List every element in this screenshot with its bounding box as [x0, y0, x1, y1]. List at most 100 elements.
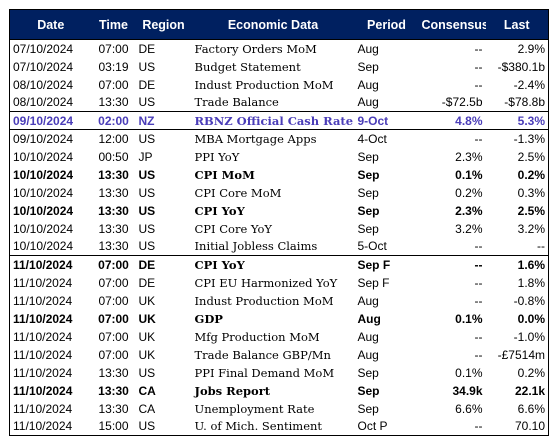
cell-period: Sep [357, 185, 379, 200]
cell-time: 13:30 [98, 221, 129, 236]
header-consensus: Consensus [418, 9, 486, 40]
header-period: Period [354, 9, 419, 40]
cell-last: 6.6% [517, 401, 545, 416]
cell-date: 11/10/2024 [13, 311, 73, 326]
cell-last: 0.0% [517, 311, 545, 326]
cell-economic-data: Factory Orders MoM [194, 41, 317, 56]
cell-economic-data: CPI Core YoY [194, 221, 273, 236]
table-row: 11/10/2024 15:00 US U. of Mich. Sentiment Oc… [10, 418, 549, 436]
table-row: 11/10/2024 07:00 UK Trade Balance GBP/Mn Aug… [10, 346, 549, 364]
cell-consensus: -- [474, 347, 483, 362]
cell-period: Sep [357, 221, 379, 236]
cell-date: 10/10/2024 [13, 149, 74, 164]
cell-time: 15:00 [98, 419, 129, 434]
cell-period: Aug [357, 311, 381, 326]
cell-date: 11/10/2024 [13, 419, 73, 434]
cell-last: 70.10 [514, 419, 545, 434]
cell-last: -1.0% [513, 329, 545, 344]
cell-period: Sep [357, 383, 380, 398]
cell-time: 13:30 [98, 239, 129, 254]
cell-consensus: -- [474, 329, 483, 344]
header-economic-data: Economic Data [191, 9, 355, 40]
cell-economic-data: CPI Core MoM [194, 185, 282, 200]
header-region: Region [135, 9, 192, 40]
cell-date: 11/10/2024 [13, 293, 73, 308]
cell-period: Sep F [357, 275, 390, 290]
cell-consensus: -- [418, 255, 486, 274]
table-row: 10/10/2024 13:30 US CPI YoY Sep 2.3% 2.5% [10, 202, 549, 220]
table-row: 10/10/2024 13:30 US CPI Core MoM Sep 0.2% 0.3% [10, 184, 549, 202]
cell-time: 13:30 [98, 95, 129, 110]
cell-period: 9-Oct [354, 111, 419, 130]
cell-date: 10/10/2024 [13, 167, 74, 182]
cell-time: 00:50 [98, 149, 129, 164]
cell-last: -2.4% [513, 77, 545, 92]
cell-date: 07/10/2024 [13, 41, 74, 56]
cell-date: 09/10/2024 [9, 111, 92, 130]
cell-region: DE [135, 255, 192, 274]
cell-date: 08/10/2024 [13, 95, 74, 110]
cell-date: 11/10/2024 [13, 383, 73, 398]
cell-consensus: 2.3% [455, 149, 483, 164]
cell-consensus: -- [474, 275, 483, 290]
cell-time: 07:00 [98, 41, 129, 56]
cell-time: 02:00 [91, 111, 136, 130]
table-row: 09/10/2024 02:00 NZ RBNZ Official Cash Rate… [9, 111, 549, 130]
cell-consensus: -- [474, 419, 483, 434]
cell-economic-data: GDP [194, 311, 223, 326]
cell-economic-data: U. of Mich. Sentiment [194, 419, 323, 434]
cell-time: 07:00 [98, 347, 129, 362]
cell-region: US [138, 419, 156, 434]
cell-economic-data: Indust Production MoM [194, 293, 334, 308]
cell-last: -$78.8b [504, 95, 545, 110]
cell-region: US [138, 365, 156, 380]
cell-economic-data: CPI MoM [194, 167, 255, 182]
cell-consensus: -- [474, 59, 483, 74]
cell-time: 07:00 [98, 275, 129, 290]
cell-period: 4-Oct [357, 131, 387, 146]
cell-period: Sep [357, 203, 380, 218]
cell-region: US [138, 185, 156, 200]
cell-economic-data: CPI EU Harmonized YoY [194, 275, 338, 290]
cell-region: DE [138, 275, 156, 290]
table-row: 11/10/2024 07:00 UK GDP Aug 0.1% 0.0% [10, 310, 549, 328]
cell-time: 13:30 [98, 401, 129, 416]
cell-period: Sep [357, 365, 379, 380]
cell-period: Sep [357, 149, 379, 164]
table-row: 10/10/2024 13:30 US Initial Jobless Claims 5… [10, 238, 549, 256]
cell-last: 22.1k [514, 383, 545, 398]
cell-region: US [138, 95, 156, 110]
cell-region: NZ [135, 111, 192, 130]
cell-consensus: 0.1% [455, 167, 483, 182]
cell-date: 10/10/2024 [13, 239, 74, 254]
cell-region: US [138, 131, 156, 146]
cell-date: 11/10/2024 [13, 329, 73, 344]
cell-economic-data: Budget Statement [194, 59, 301, 74]
table-row: 10/10/2024 13:30 US CPI MoM Sep 0.1% 0.2% [10, 166, 549, 184]
header-last: Last [485, 9, 549, 40]
cell-region: UK [138, 329, 156, 344]
cell-region: DE [138, 41, 156, 56]
economic-data-table: Date Time Region Economic Data Period Co… [9, 9, 549, 436]
cell-consensus: -- [474, 131, 483, 146]
cell-economic-data: PPI Final Demand MoM [194, 365, 335, 380]
cell-date: 08/10/2024 [13, 77, 74, 92]
cell-last: 2.5% [517, 203, 545, 218]
cell-economic-data: MBA Mortgage Apps [194, 131, 317, 146]
cell-region: US [138, 221, 156, 236]
table-row: 09/10/2024 12:00 US MBA Mortgage Apps 4-Oct -… [10, 130, 549, 148]
cell-time: 07:00 [98, 311, 129, 326]
cell-economic-data: Unemployment Rate [194, 401, 315, 416]
cell-region: UK [138, 347, 156, 362]
cell-economic-data: Jobs Report [194, 383, 271, 398]
cell-region: US [138, 239, 156, 254]
table-row: 07/10/2024 03:19 US Budget Statement Sep -- -$… [10, 58, 549, 76]
cell-consensus: 34.9k [452, 383, 483, 398]
cell-last: -$380.1b [497, 59, 545, 74]
cell-consensus: 2.3% [455, 203, 483, 218]
cell-period: Aug [357, 347, 379, 362]
cell-region: US [138, 167, 156, 182]
cell-date: 11/10/2024 [13, 347, 73, 362]
cell-last: 5.3% [485, 111, 549, 130]
cell-economic-data: CPI YoY [191, 255, 355, 274]
